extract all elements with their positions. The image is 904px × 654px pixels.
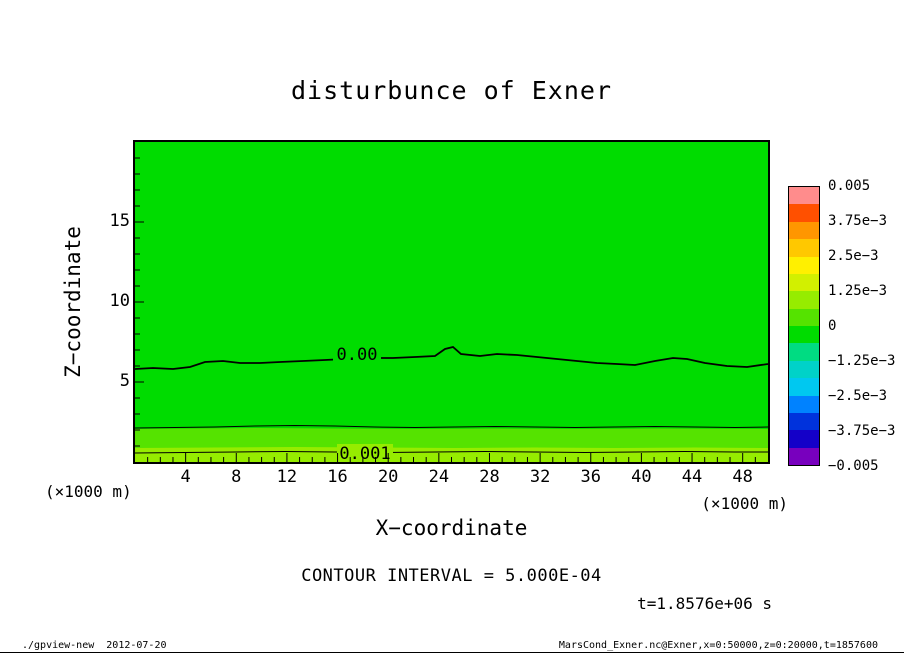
- axis-tick-marks: [135, 157, 756, 462]
- footer-datasource-text: MarsCond_Exner.nc@Exner,x=0:50000,z=0:20…: [558, 640, 878, 651]
- x-tick-label: 16: [327, 467, 348, 487]
- x-tick-label: 4: [180, 467, 191, 487]
- colorbar-label: −3.75e−3: [828, 423, 896, 439]
- contour-interval-text: CONTOUR INTERVAL = 5.000E-04: [301, 566, 602, 586]
- colorbar-label: −1.25e−3: [828, 353, 896, 369]
- y-tick-label: 15: [109, 211, 130, 231]
- colorbar-labels: 0.005 3.75e−3 2.5e−3 1.25e−3 0 −1.25e−3 −2.5e−…: [828, 178, 904, 474]
- x-axis-label: X−coordinate: [375, 516, 528, 540]
- x-tick-label: 48: [732, 467, 753, 487]
- x-axis-unit-left: (×1000 m): [45, 482, 132, 501]
- colorbar-segment: [789, 187, 819, 205]
- colorbar-segment: [789, 395, 819, 413]
- x-tick-label: 28: [479, 467, 500, 487]
- y-tick-label: 5: [119, 371, 130, 391]
- x-tick-label: 36: [580, 467, 601, 487]
- colorbar-segment: [789, 204, 819, 222]
- time-annotation: t=1.8576e+06 s: [637, 594, 772, 613]
- colorbar-segment: [789, 343, 819, 361]
- colorbar-segment: [789, 273, 819, 292]
- x-tick-label: 44: [681, 467, 703, 487]
- colorbar-segment: [789, 291, 819, 309]
- contour-label-zero: 0.00: [337, 345, 378, 365]
- contour-label-zero-bg: [333, 345, 381, 364]
- colorbar-label: 0: [828, 318, 837, 334]
- x-tick-label: 32: [529, 467, 551, 487]
- colorbar-segment: [789, 378, 819, 396]
- x-tick-label: 20: [377, 467, 399, 487]
- colorbar-segment: [789, 412, 819, 431]
- x-tick-label: 40: [631, 467, 652, 487]
- bottom-frame-line: [0, 652, 904, 653]
- contour-line-5e-4: [135, 424, 768, 429]
- colorbar-segment: [789, 360, 819, 379]
- colorbar-label: 2.5e−3: [828, 248, 879, 264]
- colorbar-segment: [789, 447, 819, 465]
- chart-title: disturbunce of Exner: [290, 76, 613, 105]
- y-tick-label: 10: [109, 291, 130, 311]
- x-axis-unit-right: (×1000 m): [701, 494, 788, 513]
- colorbar-label: 0.005: [828, 178, 871, 194]
- x-tick-label: 24: [428, 467, 450, 487]
- contour-line-1e-3: [135, 450, 768, 454]
- colorbar: [788, 186, 820, 466]
- y-axis-label: Z−coordinate: [61, 226, 85, 378]
- colorbar-segment: [789, 326, 819, 344]
- colorbar-segment: [789, 308, 819, 326]
- field-fill-surface-band: [135, 447, 768, 462]
- contour-label-bottom-bg: [337, 444, 393, 462]
- x-tick-label: 8: [231, 467, 242, 487]
- contour-plot: 0.00 0.001: [135, 142, 768, 462]
- plot-area: 0.00 0.001: [133, 140, 770, 464]
- colorbar-segment: [789, 430, 819, 448]
- contour-line-zero: [135, 346, 768, 370]
- x-tick-label: 12: [276, 467, 298, 487]
- colorbar-segment: [789, 239, 819, 257]
- colorbar-label: 1.25e−3: [828, 283, 888, 299]
- colorbar-segment: [789, 256, 819, 274]
- colorbar-label: −2.5e−3: [828, 388, 888, 404]
- colorbar-segment: [789, 221, 819, 240]
- field-fill-main: [135, 142, 768, 462]
- colorbar-label: 3.75e−3: [828, 213, 888, 229]
- colorbar-label: −0.005: [828, 458, 879, 474]
- contour-label-bottom: 0.001: [339, 444, 390, 462]
- footer-command-text: ./gpview-new 2012-07-20: [22, 640, 167, 651]
